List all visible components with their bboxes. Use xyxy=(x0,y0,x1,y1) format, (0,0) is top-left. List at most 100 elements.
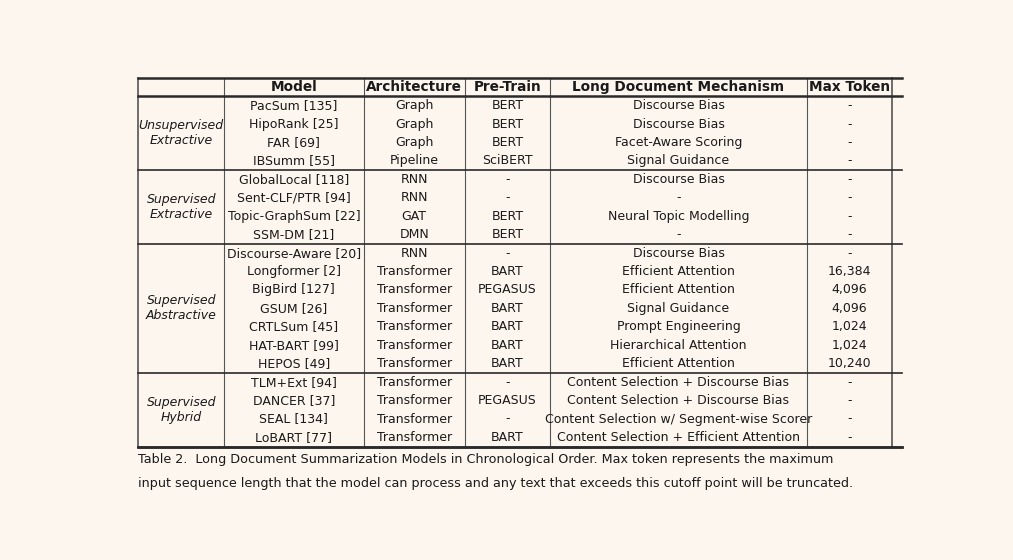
Text: 4,096: 4,096 xyxy=(832,302,867,315)
Text: Max Token: Max Token xyxy=(809,80,890,94)
Text: Signal Guidance: Signal Guidance xyxy=(627,155,729,167)
Text: -: - xyxy=(847,228,852,241)
Text: Transformer: Transformer xyxy=(377,283,452,296)
Text: Discourse Bias: Discourse Bias xyxy=(632,173,724,186)
Text: HAT-BART [99]: HAT-BART [99] xyxy=(249,339,338,352)
Text: DMN: DMN xyxy=(399,228,430,241)
Text: 16,384: 16,384 xyxy=(828,265,871,278)
Text: Model: Model xyxy=(270,80,317,94)
Text: Efficient Attention: Efficient Attention xyxy=(622,265,734,278)
Text: Discourse Bias: Discourse Bias xyxy=(632,99,724,112)
Text: Prompt Engineering: Prompt Engineering xyxy=(617,320,741,333)
Text: Sent-CLF/PTR [94]: Sent-CLF/PTR [94] xyxy=(237,192,350,204)
Text: -: - xyxy=(847,210,852,223)
Text: -: - xyxy=(847,118,852,130)
Text: -: - xyxy=(505,413,510,426)
Text: Discourse Bias: Discourse Bias xyxy=(632,118,724,130)
Text: BART: BART xyxy=(491,320,524,333)
Text: Table 2.  Long Document Summarization Models in Chronological Order. Max token r: Table 2. Long Document Summarization Mod… xyxy=(139,453,834,466)
Text: -: - xyxy=(847,173,852,186)
Text: BART: BART xyxy=(491,265,524,278)
Text: Topic-GraphSum [22]: Topic-GraphSum [22] xyxy=(228,210,361,223)
Text: SEAL [134]: SEAL [134] xyxy=(259,413,328,426)
Text: Supervised
Abstractive: Supervised Abstractive xyxy=(146,295,217,323)
Text: Transformer: Transformer xyxy=(377,394,452,407)
Text: Longformer [2]: Longformer [2] xyxy=(247,265,340,278)
Text: Transformer: Transformer xyxy=(377,413,452,426)
Text: BERT: BERT xyxy=(491,118,524,130)
Text: BART: BART xyxy=(491,339,524,352)
Text: -: - xyxy=(847,394,852,407)
Text: 1,024: 1,024 xyxy=(832,339,867,352)
Text: -: - xyxy=(847,99,852,112)
Text: Supervised
Hybrid: Supervised Hybrid xyxy=(147,396,216,424)
Text: Transformer: Transformer xyxy=(377,376,452,389)
Text: SSM-DM [21]: SSM-DM [21] xyxy=(253,228,334,241)
Text: Facet-Aware Scoring: Facet-Aware Scoring xyxy=(615,136,743,149)
Text: RNN: RNN xyxy=(400,192,427,204)
Text: Discourse Bias: Discourse Bias xyxy=(632,246,724,260)
Text: -: - xyxy=(847,192,852,204)
Text: -: - xyxy=(847,155,852,167)
Text: GlobalLocal [118]: GlobalLocal [118] xyxy=(239,173,348,186)
Text: BigBird [127]: BigBird [127] xyxy=(252,283,335,296)
Text: -: - xyxy=(847,431,852,444)
Text: HEPOS [49]: HEPOS [49] xyxy=(257,357,330,370)
Text: Efficient Attention: Efficient Attention xyxy=(622,283,734,296)
Text: 4,096: 4,096 xyxy=(832,283,867,296)
Text: RNN: RNN xyxy=(400,246,427,260)
Text: PEGASUS: PEGASUS xyxy=(478,283,537,296)
Text: GSUM [26]: GSUM [26] xyxy=(260,302,327,315)
Text: HipoRank [25]: HipoRank [25] xyxy=(249,118,338,130)
Text: Unsupervised
Extractive: Unsupervised Extractive xyxy=(139,119,224,147)
Text: Long Document Mechanism: Long Document Mechanism xyxy=(572,80,784,94)
Text: 1,024: 1,024 xyxy=(832,320,867,333)
Text: Supervised
Extractive: Supervised Extractive xyxy=(147,193,216,221)
Text: -: - xyxy=(505,173,510,186)
Text: Transformer: Transformer xyxy=(377,302,452,315)
Text: -: - xyxy=(505,192,510,204)
Text: RNN: RNN xyxy=(400,173,427,186)
Text: Transformer: Transformer xyxy=(377,431,452,444)
Text: IBSumm [55]: IBSumm [55] xyxy=(253,155,335,167)
Text: PacSum [135]: PacSum [135] xyxy=(250,99,337,112)
Text: Content Selection + Discourse Bias: Content Selection + Discourse Bias xyxy=(567,376,789,389)
Text: -: - xyxy=(677,192,681,204)
Text: Content Selection w/ Segment-wise Scorer: Content Selection w/ Segment-wise Scorer xyxy=(545,413,812,426)
Text: DANCER [37]: DANCER [37] xyxy=(252,394,335,407)
Text: Efficient Attention: Efficient Attention xyxy=(622,357,734,370)
Text: -: - xyxy=(505,376,510,389)
Text: -: - xyxy=(677,228,681,241)
Text: BERT: BERT xyxy=(491,228,524,241)
Text: SciBERT: SciBERT xyxy=(482,155,533,167)
Text: Transformer: Transformer xyxy=(377,357,452,370)
Text: Pre-Train: Pre-Train xyxy=(473,80,541,94)
Text: Transformer: Transformer xyxy=(377,265,452,278)
Text: GAT: GAT xyxy=(402,210,426,223)
Text: Discourse-Aware [20]: Discourse-Aware [20] xyxy=(227,246,361,260)
Text: -: - xyxy=(505,246,510,260)
Text: Content Selection + Efficient Attention: Content Selection + Efficient Attention xyxy=(557,431,800,444)
Text: input sequence length that the model can process and any text that exceeds this : input sequence length that the model can… xyxy=(139,477,854,490)
Text: Graph: Graph xyxy=(395,118,434,130)
Text: Signal Guidance: Signal Guidance xyxy=(627,302,729,315)
Text: Transformer: Transformer xyxy=(377,339,452,352)
Text: -: - xyxy=(847,136,852,149)
Text: TLM+Ext [94]: TLM+Ext [94] xyxy=(251,376,336,389)
Text: LoBART [77]: LoBART [77] xyxy=(255,431,332,444)
Text: Transformer: Transformer xyxy=(377,320,452,333)
Text: BERT: BERT xyxy=(491,99,524,112)
Text: Graph: Graph xyxy=(395,136,434,149)
Text: BART: BART xyxy=(491,431,524,444)
Text: -: - xyxy=(847,246,852,260)
Text: PEGASUS: PEGASUS xyxy=(478,394,537,407)
Text: BART: BART xyxy=(491,302,524,315)
Text: BERT: BERT xyxy=(491,210,524,223)
Text: Content Selection + Discourse Bias: Content Selection + Discourse Bias xyxy=(567,394,789,407)
Text: CRTLSum [45]: CRTLSum [45] xyxy=(249,320,338,333)
Text: Neural Topic Modelling: Neural Topic Modelling xyxy=(608,210,750,223)
Text: 10,240: 10,240 xyxy=(828,357,871,370)
Text: -: - xyxy=(847,413,852,426)
Text: BERT: BERT xyxy=(491,136,524,149)
Text: FAR [69]: FAR [69] xyxy=(267,136,320,149)
